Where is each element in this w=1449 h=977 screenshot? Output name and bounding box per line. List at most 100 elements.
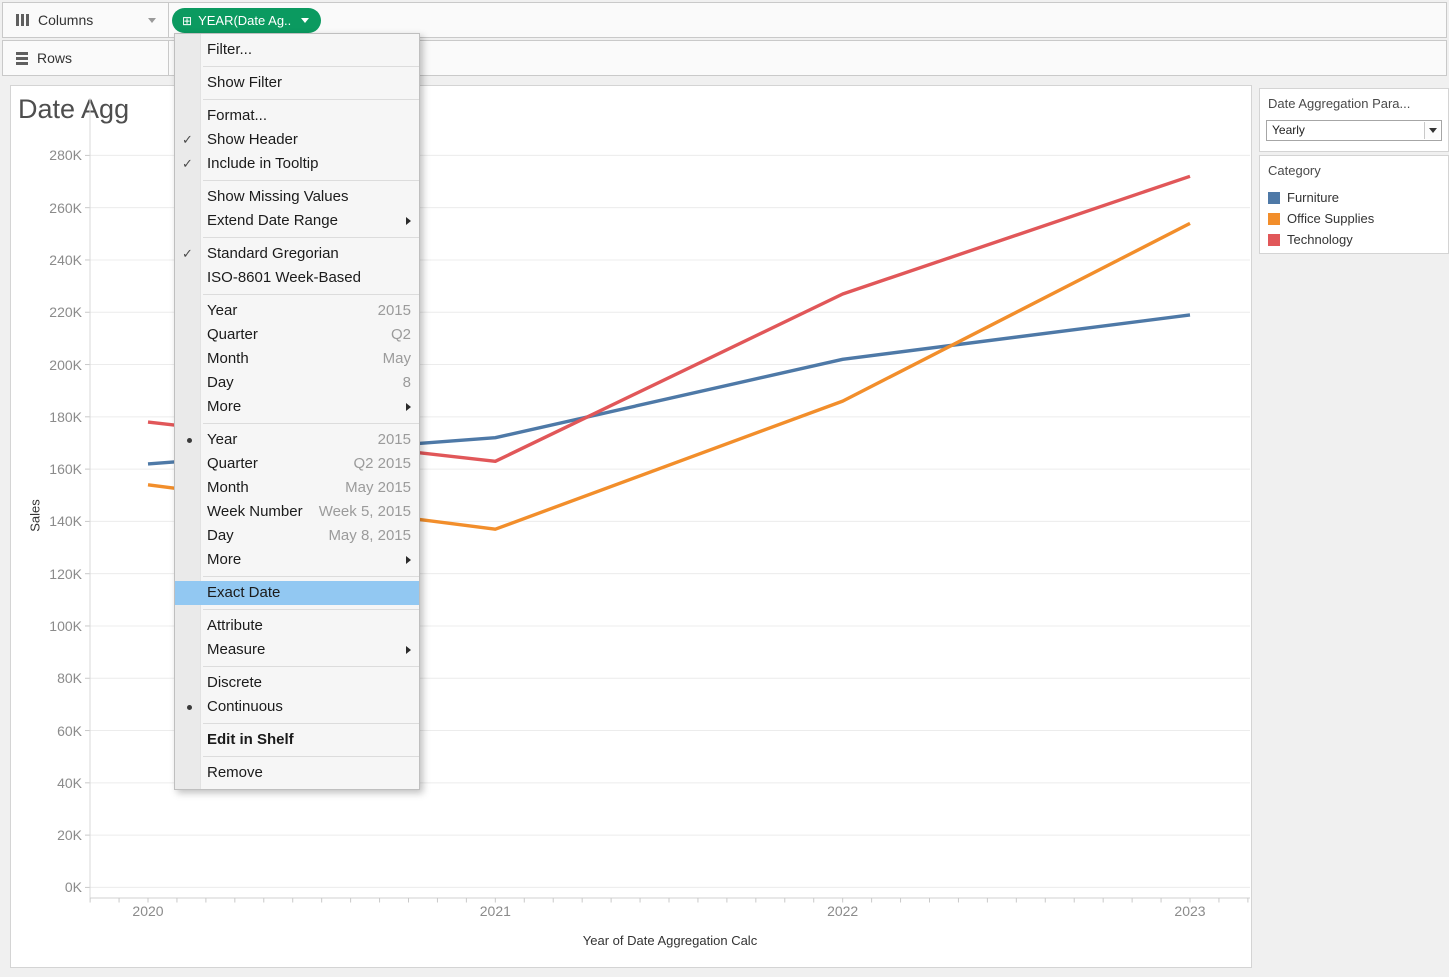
y-tick-label: 60K [16, 723, 82, 739]
columns-shelf-label-box[interactable]: Columns [3, 3, 169, 37]
menu-item-label: Day [207, 374, 234, 391]
parameter-dropdown[interactable]: Yearly [1266, 120, 1442, 141]
legend-item-office-supplies[interactable]: Office Supplies [1268, 208, 1444, 229]
submenu-arrow-icon [406, 646, 411, 654]
menu-separator [203, 666, 419, 667]
menu-item-value: Week 5, 2015 [319, 500, 411, 524]
y-tick-label: 140K [16, 513, 82, 529]
menu-separator [203, 294, 419, 295]
menu-item-value: May [383, 347, 411, 371]
y-tick-label: 100K [16, 618, 82, 634]
pill-context-menu: Filter... Show Filter Format... ✓ Show Heade… [174, 33, 420, 790]
menu-item-label: Month [207, 350, 249, 367]
year-date-pill[interactable]: ⊞ YEAR(Date Ag.. [172, 8, 321, 33]
menu-item-label: Show Header [207, 131, 298, 148]
menu-item-month[interactable]: Month May [175, 347, 419, 371]
menu-item-more[interactable]: More [175, 548, 419, 572]
menu-item-day[interactable]: Day 8 [175, 371, 419, 395]
menu-item-label: Edit in Shelf [207, 731, 294, 748]
menu-item-extend-date-range[interactable]: Extend Date Range [175, 209, 419, 233]
submenu-arrow-icon [406, 403, 411, 411]
menu-item-label: Format... [207, 107, 267, 124]
color-legend-card: Category FurnitureOffice SuppliesTechnol… [1259, 155, 1449, 254]
chevron-down-icon [1429, 128, 1437, 133]
dropdown-caret-button[interactable] [1424, 122, 1440, 139]
menu-item-label: Attribute [207, 617, 263, 634]
menu-item-edit-in-shelf[interactable]: Edit in Shelf [175, 728, 419, 752]
legend-items: Furniture Office SuppliesTechnology [1268, 187, 1444, 250]
x-axis-title: Year of Date Aggregation Calc [370, 933, 970, 948]
legend-swatch [1268, 213, 1280, 225]
menu-item-label: Show Filter [207, 74, 282, 91]
rows-shelf-label-box[interactable]: Rows [3, 41, 169, 75]
menu-item-continuous[interactable]: Continuous [175, 695, 419, 719]
x-tick-label: 2022 [808, 903, 878, 919]
y-tick-label: 220K [16, 304, 82, 320]
menu-separator [203, 66, 419, 67]
menu-separator [203, 237, 419, 238]
menu-separator [203, 576, 419, 577]
menu-item-more[interactable]: More [175, 395, 419, 419]
parameter-card-title: Date Aggregation Para... [1260, 89, 1448, 111]
menu-item-quarter[interactable]: QuarterQ2 [175, 323, 419, 347]
menu-item-attribute[interactable]: Attribute [175, 614, 419, 638]
menu-item-label: Week Number [207, 503, 303, 520]
menu-item-value: 2015 [378, 428, 411, 452]
menu-separator [203, 99, 419, 100]
menu-item-show-missing-values[interactable]: Show Missing Values [175, 185, 419, 209]
menu-item-value: May 8, 2015 [328, 524, 411, 548]
checkmark-icon: ✓ [182, 128, 193, 152]
legend-item-furniture[interactable]: Furniture [1268, 187, 1444, 208]
x-tick-label: 2021 [460, 903, 530, 919]
menu-item-value: 8 [403, 371, 411, 395]
y-tick-label: 260K [16, 200, 82, 216]
y-tick-label: 40K [16, 775, 82, 791]
submenu-arrow-icon [406, 217, 411, 225]
menu-item-show-header[interactable]: ✓ Show Header [175, 128, 419, 152]
menu-item-label: Remove [207, 764, 263, 781]
menu-item-day[interactable]: Day May 8, 2015 [175, 524, 419, 548]
y-tick-label: 200K [16, 357, 82, 373]
legend-item-technology[interactable]: Technology [1268, 229, 1444, 250]
pill-caret-icon[interactable] [301, 18, 309, 23]
menu-item-month[interactable]: MonthMay 2015 [175, 476, 419, 500]
y-tick-label: 180K [16, 409, 82, 425]
menu-item-discrete[interactable]: Discrete [175, 671, 419, 695]
menu-item-exact-date[interactable]: Exact Date [175, 581, 419, 605]
menu-item-remove[interactable]: Remove [175, 761, 419, 785]
menu-item-label: Quarter [207, 326, 258, 343]
plus-box-icon[interactable]: ⊞ [182, 15, 192, 27]
menu-item-measure[interactable]: Measure [175, 638, 419, 662]
menu-item-week-number[interactable]: Week Number Week 5, 2015 [175, 500, 419, 524]
menu-item-quarter[interactable]: QuarterQ2 2015 [175, 452, 419, 476]
menu-item-show-filter[interactable]: Show Filter [175, 71, 419, 95]
menu-item-label: Year [207, 302, 237, 319]
menu-item-value: 2015 [378, 299, 411, 323]
menu-item-format[interactable]: Format... [175, 104, 419, 128]
rows-icon [16, 52, 28, 65]
menu-item-year[interactable]: Year 2015 [175, 299, 419, 323]
parameter-card: Date Aggregation Para... Yearly [1259, 88, 1449, 152]
chevron-down-icon[interactable] [148, 18, 156, 23]
menu-item-label: Extend Date Range [207, 212, 338, 229]
menu-item-year[interactable]: Year2015 [175, 428, 419, 452]
y-tick-label: 20K [16, 827, 82, 843]
menu-separator [203, 756, 419, 757]
menu-separator [203, 423, 419, 424]
legend-label: Furniture [1287, 190, 1339, 205]
menu-item-label: Continuous [207, 698, 283, 715]
menu-item-label: Exact Date [207, 584, 280, 601]
menu-item-iso-8601-week-based[interactable]: ISO-8601 Week-Based [175, 266, 419, 290]
menu-item-value: May 2015 [345, 476, 411, 500]
menu-item-label: Day [207, 527, 234, 544]
pill-label: YEAR(Date Ag.. [198, 13, 291, 28]
menu-item-label: More [207, 551, 241, 568]
bullet-icon [187, 438, 192, 443]
menu-item-standard-gregorian[interactable]: ✓Standard Gregorian [175, 242, 419, 266]
menu-item-include-in-tooltip[interactable]: ✓Include in Tooltip [175, 152, 419, 176]
menu-separator [203, 723, 419, 724]
menu-item-filter[interactable]: Filter... [175, 38, 419, 62]
submenu-arrow-icon [406, 556, 411, 564]
parameter-value: Yearly [1272, 123, 1305, 137]
menu-separator [203, 609, 419, 610]
